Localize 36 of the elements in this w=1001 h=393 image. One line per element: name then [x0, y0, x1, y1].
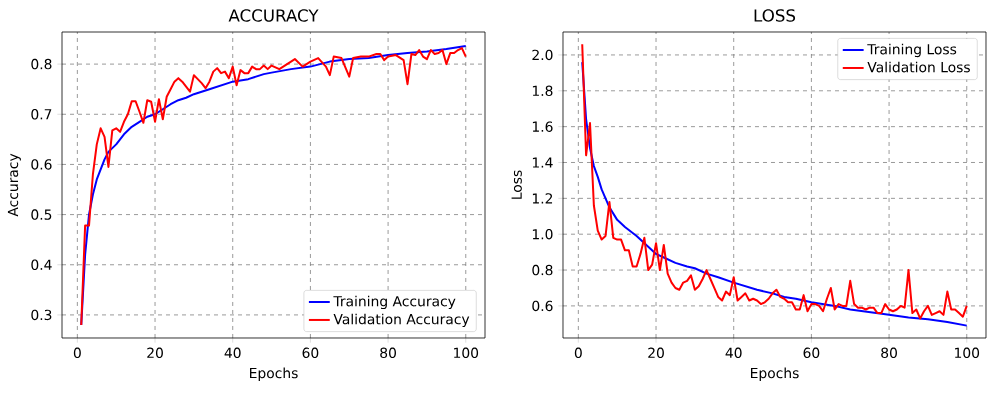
- y-tick-label: 0.4: [31, 259, 52, 270]
- x-tick-label: 20: [147, 347, 163, 359]
- y-tick-label: 1.4: [532, 157, 553, 168]
- y-tick-label: 0.6: [31, 159, 52, 170]
- x-tick-label: 60: [302, 347, 319, 359]
- y-tick-label: 2.0: [532, 49, 553, 61]
- y-tick-label: 0.5: [31, 209, 52, 220]
- legend-label: Training Loss: [867, 43, 957, 58]
- y-tick-label: 1.8: [532, 85, 553, 97]
- x-tick-label: 40: [224, 347, 241, 359]
- y-tick-label: 1.6: [532, 121, 553, 132]
- x-tick-label: 40: [725, 347, 742, 359]
- y-tick-label: 0.8: [532, 264, 553, 276]
- x-tick-label: 20: [648, 347, 664, 359]
- legend-label: Training Accuracy: [333, 295, 456, 310]
- x-tick-label: 0: [73, 347, 81, 359]
- y-tick-label: 0.8: [31, 58, 52, 70]
- x-axis-title: Epochs: [751, 367, 799, 381]
- x-axis-title: Epochs: [250, 367, 298, 381]
- legend-label: Validation Loss: [867, 61, 970, 73]
- chart-title: LOSS: [754, 9, 796, 22]
- x-tick-label: 0: [574, 347, 582, 359]
- y-tick-label: 0.6: [532, 300, 553, 312]
- x-tick-label: 100: [955, 347, 980, 359]
- y-tick-label: 0.3: [31, 309, 52, 321]
- y-tick-label: 0.7: [31, 109, 52, 120]
- x-tick-label: 100: [454, 347, 479, 359]
- y-tick-label: 1.0: [532, 228, 553, 240]
- y-axis-title: Loss: [511, 170, 522, 199]
- x-tick-label: 60: [803, 347, 820, 359]
- x-tick-label: 80: [881, 347, 897, 359]
- x-tick-label: 80: [380, 347, 396, 359]
- y-tick-label: 1.2: [532, 193, 553, 204]
- chart-title: ACCURACY: [228, 9, 319, 22]
- legend-label: Validation Accuracy: [333, 313, 470, 328]
- y-axis-title: Accuracy: [7, 153, 21, 217]
